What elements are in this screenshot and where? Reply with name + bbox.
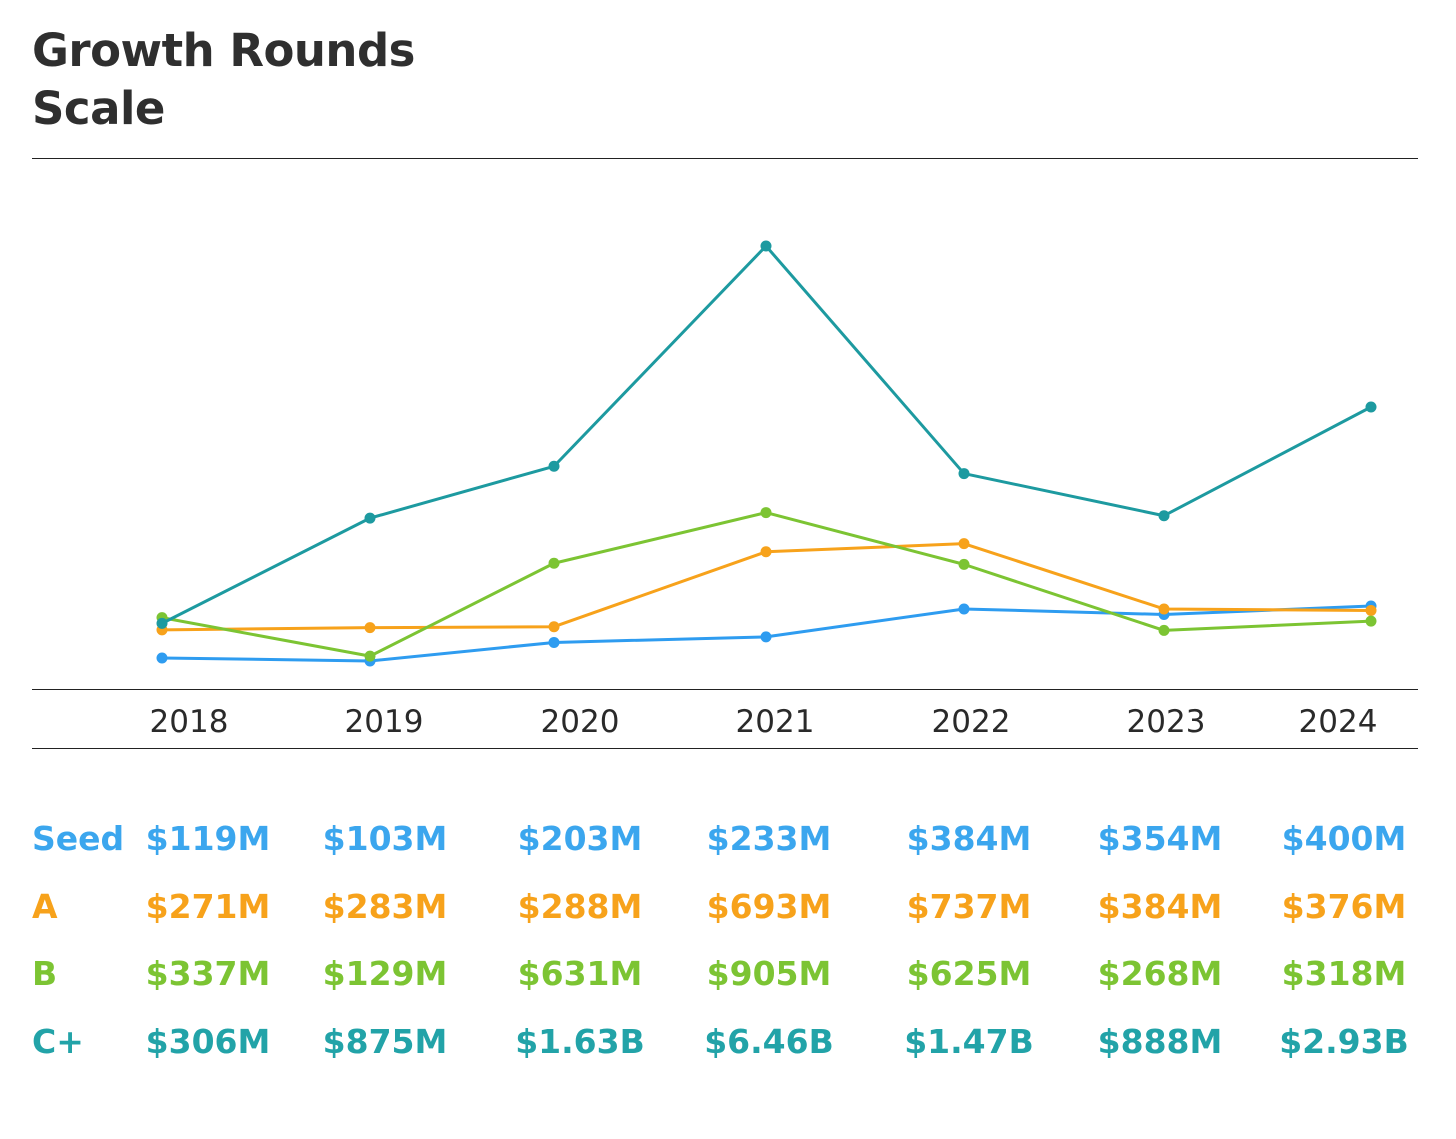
table-cell-a-2020: $288M	[518, 887, 643, 926]
chart-title-line-2: Scale	[32, 82, 165, 135]
data-point-seed-2020	[548, 636, 560, 648]
table-cell-b-2018: $337M	[146, 954, 271, 993]
data-point-a-2022	[958, 538, 970, 550]
table-cell-a-2022: $737M	[907, 887, 1032, 926]
data-point-seed-2021	[760, 631, 772, 643]
table-cell-b-2023: $268M	[1098, 954, 1223, 993]
data-point-c-2022	[958, 468, 970, 480]
table-row-label-a: A	[32, 887, 58, 926]
table-cell-b-2020: $631M	[518, 954, 643, 993]
chart-title-line-1: Growth Rounds	[32, 24, 415, 77]
table-cell-seed-2018: $119M	[146, 819, 271, 858]
table-cell-b-2024: $318M	[1282, 954, 1407, 993]
table-row-label-c: C+	[32, 1022, 84, 1061]
table-cell-c-2019: $875M	[323, 1022, 448, 1061]
x-tick-label-2018: 2018	[150, 704, 229, 740]
data-point-c-2023	[1158, 510, 1170, 522]
data-point-b-2021	[760, 507, 772, 519]
data-point-c-2021	[760, 240, 772, 252]
table-row-label-seed: Seed	[32, 819, 124, 858]
data-point-b-2023	[1158, 624, 1170, 636]
x-tick-label-2023: 2023	[1127, 704, 1206, 740]
data-point-c-2019	[364, 512, 376, 524]
table-cell-c-2021: $6.46B	[704, 1022, 834, 1061]
data-point-a-2023	[1158, 603, 1170, 615]
data-point-a-2021	[760, 546, 772, 558]
table-cell-seed-2024: $400M	[1282, 819, 1407, 858]
table-cell-c-2018: $306M	[146, 1022, 271, 1061]
data-point-a-2020	[548, 621, 560, 633]
table-cell-a-2021: $693M	[707, 887, 832, 926]
table-cell-a-2024: $376M	[1282, 887, 1407, 926]
top-divider	[32, 158, 1418, 159]
data-point-a-2024	[1365, 604, 1377, 616]
table-cell-a-2023: $384M	[1098, 887, 1223, 926]
table-row-label-b: B	[32, 954, 57, 993]
table-cell-seed-2019: $103M	[323, 819, 448, 858]
chart-title: Growth Rounds Scale	[32, 22, 415, 138]
x-tick-label-2021: 2021	[736, 704, 815, 740]
data-point-seed-2018	[156, 652, 168, 664]
table-cell-a-2019: $283M	[323, 887, 448, 926]
table-divider	[32, 748, 1418, 749]
data-point-b-2020	[548, 557, 560, 569]
table-cell-b-2022: $625M	[907, 954, 1032, 993]
table-cell-c-2022: $1.47B	[904, 1022, 1034, 1061]
x-tick-label-2022: 2022	[932, 704, 1011, 740]
data-point-seed-2022	[958, 603, 970, 615]
x-tick-label-2020: 2020	[541, 704, 620, 740]
table-cell-c-2023: $888M	[1098, 1022, 1223, 1061]
table-cell-b-2021: $905M	[707, 954, 832, 993]
x-tick-label-2019: 2019	[345, 704, 424, 740]
series-line-c	[161, 244, 1372, 625]
data-point-c-2024	[1365, 401, 1377, 413]
table-cell-seed-2022: $384M	[907, 819, 1032, 858]
table-cell-seed-2023: $354M	[1098, 819, 1223, 858]
data-point-b-2019	[364, 650, 376, 662]
data-point-b-2024	[1365, 615, 1377, 627]
data-point-c-2020	[548, 460, 560, 472]
x-axis-line	[32, 689, 1418, 690]
data-point-b-2022	[958, 558, 970, 570]
table-cell-a-2018: $271M	[146, 887, 271, 926]
table-cell-seed-2020: $203M	[518, 819, 643, 858]
table-cell-seed-2021: $233M	[707, 819, 832, 858]
x-tick-label-2024: 2024	[1299, 704, 1378, 740]
table-cell-c-2024: $2.93B	[1279, 1022, 1409, 1061]
table-cell-b-2019: $129M	[323, 954, 448, 993]
data-point-a-2019	[364, 622, 376, 634]
table-cell-c-2020: $1.63B	[515, 1022, 645, 1061]
data-point-c-2018	[156, 617, 168, 629]
